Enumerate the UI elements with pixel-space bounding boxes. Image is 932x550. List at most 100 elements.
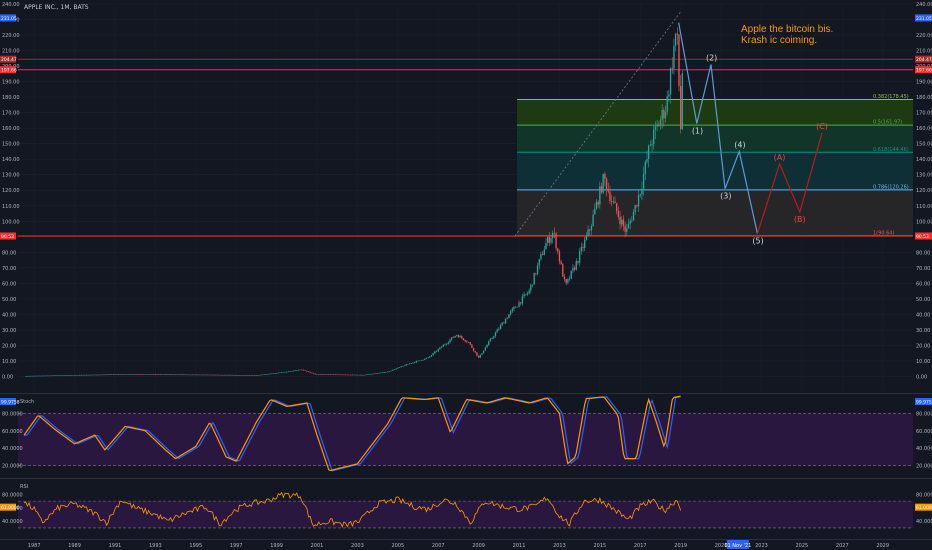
candle-body — [350, 374, 352, 376]
price-tick-label-left: 150.00 — [2, 142, 20, 148]
candle-body — [159, 374, 162, 376]
candle-body — [355, 374, 357, 376]
candle-body — [408, 363, 411, 365]
candle-body — [324, 374, 327, 375]
candle-body — [179, 374, 182, 376]
candle-body — [387, 371, 389, 373]
candle-body — [553, 233, 556, 234]
candle-body — [356, 374, 359, 376]
candle-body — [363, 374, 365, 376]
candle-body — [151, 374, 153, 375]
time-tick-label: 2013 — [553, 543, 566, 549]
candle-body — [434, 351, 436, 354]
fib-zone — [517, 152, 913, 190]
candle-body — [371, 373, 374, 375]
candle-body — [674, 33, 677, 46]
candle-body — [366, 374, 369, 375]
candle-body — [323, 374, 325, 375]
candle-body — [52, 375, 54, 377]
candle-body — [92, 374, 94, 376]
candle-body — [570, 270, 572, 279]
candle-body — [294, 370, 296, 371]
candle-body — [560, 261, 562, 265]
candle-body — [346, 374, 348, 376]
candle-body — [178, 374, 180, 376]
candle-body — [464, 340, 466, 342]
candle-body — [48, 375, 50, 377]
price-tick-label-right: 50.00 — [916, 297, 930, 303]
candle-body — [321, 374, 323, 375]
fib-zone — [517, 189, 913, 236]
candle-body — [605, 178, 608, 191]
price-tick-label-left: 180.00 — [2, 95, 20, 101]
time-tick-label: 2017 — [634, 543, 647, 549]
price-tick-label-left: 70.00 — [2, 266, 16, 272]
candle-body — [644, 161, 646, 175]
candle-body — [70, 375, 72, 376]
candle-body — [518, 302, 520, 307]
candle-body — [552, 233, 554, 239]
impulse-wave-label: (4) — [734, 140, 745, 149]
candle-body — [501, 322, 503, 326]
candle-body — [115, 374, 118, 375]
candle-body — [678, 34, 680, 87]
candle-body — [676, 33, 678, 35]
candle-body — [454, 335, 456, 338]
stochastic-pane: 80.0000 80.0000 60.0000 60.0000 40.0000 40.00… — [0, 395, 932, 479]
candle-body — [206, 374, 209, 376]
candle-body — [31, 375, 34, 377]
candle-body — [649, 145, 652, 146]
candle-body — [277, 372, 279, 374]
candle-body — [188, 374, 190, 376]
candle-body — [602, 173, 604, 193]
candle-body — [318, 374, 320, 375]
candle-body — [114, 374, 116, 375]
candle-body — [203, 374, 205, 376]
candle-body — [134, 374, 136, 375]
candle-body — [484, 347, 487, 351]
time-tick-label: 2027 — [836, 543, 849, 549]
impulse-wave-label: (5) — [752, 237, 763, 246]
candle-body — [67, 375, 69, 376]
candle-body — [28, 375, 30, 377]
candle-body — [242, 375, 244, 376]
price-tick-label-right: 160.00 — [916, 126, 932, 132]
last-price-tag-right — [915, 14, 932, 22]
candle-body — [185, 374, 187, 376]
price-tick-label-right: 140.00 — [916, 157, 932, 163]
candle-body — [538, 259, 540, 266]
time-tick-label: 2009 — [472, 543, 485, 549]
candle-body — [514, 306, 517, 308]
candle-body — [126, 374, 128, 375]
candle-body — [459, 336, 461, 338]
candle-body — [225, 374, 227, 376]
time-tick-label: 1999 — [270, 543, 283, 549]
candle-body — [597, 201, 599, 205]
candle-body — [513, 306, 515, 309]
candle-body — [144, 374, 146, 375]
candle-body — [183, 374, 185, 376]
time-tick-label: 2029 — [876, 543, 889, 549]
price-tick-label-right: 180.00 — [916, 95, 932, 101]
candle-body — [361, 374, 364, 376]
candle-body — [262, 374, 264, 376]
candle-body — [462, 338, 465, 341]
candle-body — [526, 293, 529, 295]
time-tick-label: 1991 — [109, 543, 122, 549]
candle-body — [312, 373, 315, 374]
price-tick-label-right: 120.00 — [916, 188, 932, 194]
price-tick-label-left: 130.00 — [2, 173, 20, 179]
price-tick-label-left: 220.00 — [2, 33, 20, 39]
candle-body — [493, 336, 495, 338]
candle-body — [679, 86, 682, 130]
candle-body — [403, 365, 406, 367]
candle-body — [664, 111, 667, 119]
rsi-value-tag-left-label: 61.0000 — [1, 505, 20, 511]
price-tick-label-right: 170.00 — [916, 111, 932, 117]
candle-body — [292, 370, 295, 372]
candle-body — [87, 374, 89, 376]
price-tick-label-left: 10.00 — [2, 359, 16, 365]
candle-body — [297, 369, 300, 371]
stoch-value-tag-right — [915, 398, 932, 405]
